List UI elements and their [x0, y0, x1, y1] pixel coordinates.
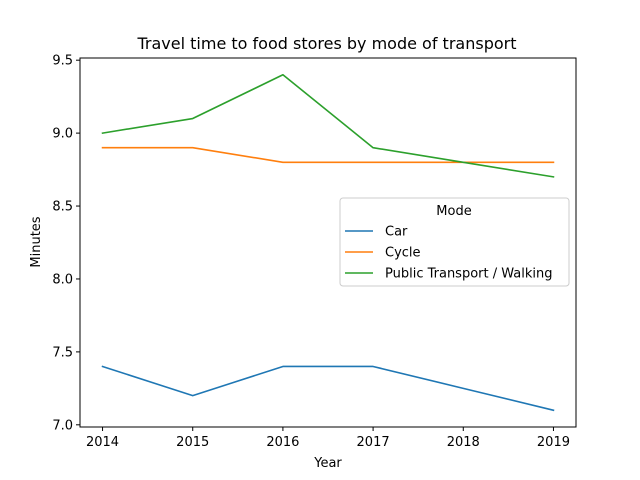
y-tick-label: 9.0 — [52, 127, 73, 142]
x-axis: 2014 2015 2016 2017 2018 2019 — [86, 427, 570, 450]
x-tick-label: 2015 — [176, 435, 209, 450]
series-line-1 — [101, 365, 555, 412]
x-tick-label: 2018 — [447, 435, 480, 450]
x-axis-label: Year — [313, 456, 342, 471]
y-tick-label: 9.5 — [52, 54, 73, 69]
series-line-2 — [101, 146, 555, 164]
x-tick-label: 2016 — [266, 435, 299, 450]
y-tick-label: 7.0 — [52, 418, 73, 433]
y-axis: 7.0 7.5 8.0 8.5 9.0 9.5 — [52, 54, 80, 433]
y-tick-label: 8.5 — [52, 200, 73, 215]
legend-items: Car Cycle Public Transport / Walking — [345, 225, 552, 282]
x-tick-label: 2019 — [537, 435, 570, 450]
legend-label: Car — [385, 225, 408, 240]
y-tick-label: 8.0 — [52, 272, 73, 287]
plot-frame — [79, 57, 577, 428]
y-tick-label: 7.5 — [52, 345, 73, 360]
x-tick-label: 2014 — [86, 435, 119, 450]
legend-label: Public Transport / Walking — [385, 267, 552, 282]
legend-box — [339, 197, 570, 287]
y-axis-label: Minutes — [29, 216, 44, 267]
x-tick-label: 2017 — [357, 435, 390, 450]
chart-title: Travel time to food stores by mode of tr… — [137, 34, 517, 53]
legend-label: Cycle — [385, 246, 421, 261]
legend: Mode Car Cycle Public Transport / Walking — [339, 197, 570, 287]
series-line-3 — [101, 73, 555, 178]
plot-lines — [101, 73, 555, 412]
legend-title: Mode — [436, 204, 471, 219]
